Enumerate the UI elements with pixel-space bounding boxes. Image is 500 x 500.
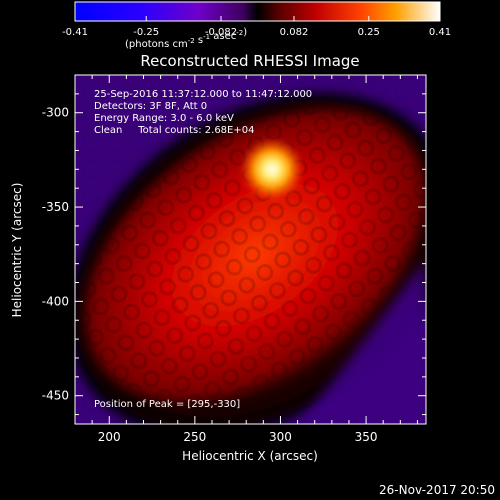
colorbar-tick-label: 0.082 <box>280 27 309 38</box>
chart-title: Reconstructed RHESSI Image <box>140 52 359 70</box>
x-tick-label: 350 <box>355 430 378 444</box>
y-tick-label: -300 <box>42 106 69 120</box>
x-tick-labels: 200 250 300 350 <box>98 430 378 444</box>
y-tick-labels: -300 -350 -400 -450 <box>42 106 69 403</box>
colorbar-tick-label: -0.082 <box>205 27 237 38</box>
footer-date: 26-Nov-2017 20:50 <box>379 483 495 497</box>
colorbar-ticks <box>74 16 441 21</box>
x-tick-label: 200 <box>98 430 121 444</box>
x-tick-label: 250 <box>183 430 206 444</box>
peak-position-label: Position of Peak = [295,-330] <box>94 399 240 410</box>
colorbar-units: (photons cm-2 s-1 asec-2) <box>125 27 247 50</box>
annotation-energy: Energy Range: 3.0 - 6.0 keV <box>94 113 234 124</box>
colorbar-tick-label: 0.41 <box>429 27 451 38</box>
plot-frame <box>74 74 427 425</box>
y-axis-label: Heliocentric Y (arcsec) <box>10 183 24 318</box>
colorbar-tick-label: 0.25 <box>358 27 380 38</box>
annotation-detectors: Detectors: 3F 8F, Att 0 <box>94 101 207 112</box>
x-ticks <box>74 75 418 424</box>
heatmap-image <box>75 75 426 424</box>
colorbar-tick-label: -0.25 <box>133 27 159 38</box>
y-tick-label: -350 <box>42 200 69 214</box>
x-tick-label: 300 <box>269 430 292 444</box>
y-tick-label: -450 <box>42 389 69 403</box>
annotation-time: 25-Sep-2016 11:37:12.000 to 11:47:12.000 <box>94 89 312 100</box>
colorbar-labels: -0.41 -0.25 -0.082 0.082 0.25 0.41 <box>62 27 451 38</box>
annotation-counts: Clean Total counts: 2.68E+04 <box>94 125 254 136</box>
colorbar-tick-label: -0.41 <box>62 27 88 38</box>
x-axis-label: Heliocentric X (arcsec) <box>182 449 318 463</box>
colorbar <box>74 1 441 22</box>
peak-spot <box>239 137 304 202</box>
y-ticks <box>75 74 426 416</box>
y-tick-label: -400 <box>42 294 69 308</box>
